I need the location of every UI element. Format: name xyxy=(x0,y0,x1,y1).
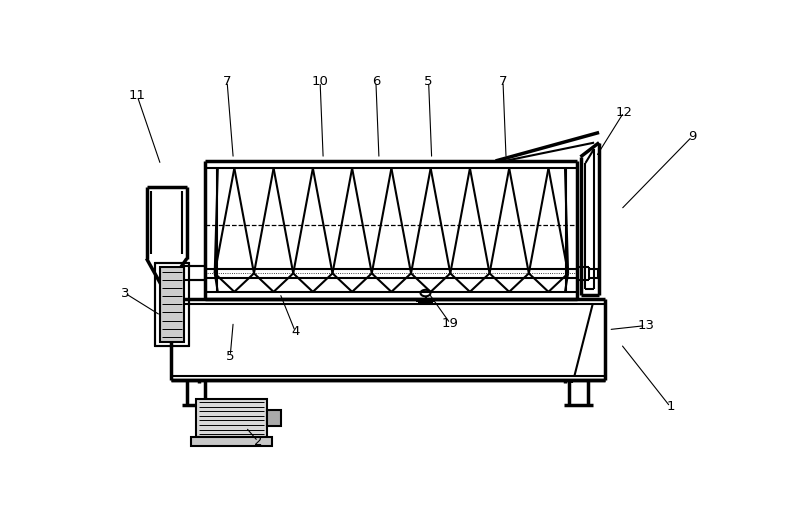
Bar xyxy=(184,266,206,280)
Text: 1: 1 xyxy=(666,400,674,413)
Text: 10: 10 xyxy=(312,75,329,88)
Text: 11: 11 xyxy=(129,89,146,102)
Bar xyxy=(155,262,189,346)
Text: 9: 9 xyxy=(688,130,696,143)
Bar xyxy=(267,410,281,426)
Text: 19: 19 xyxy=(442,317,458,330)
Text: 13: 13 xyxy=(637,319,654,332)
Bar xyxy=(160,267,184,342)
Bar xyxy=(191,437,272,446)
Text: 12: 12 xyxy=(615,106,632,119)
Bar xyxy=(196,399,267,437)
Text: 5: 5 xyxy=(226,350,234,363)
Text: 6: 6 xyxy=(372,75,380,88)
Text: 5: 5 xyxy=(424,75,433,88)
Text: 4: 4 xyxy=(291,325,299,338)
Text: 7: 7 xyxy=(498,75,507,88)
Text: 7: 7 xyxy=(223,75,231,88)
Text: 3: 3 xyxy=(121,287,129,299)
Text: 2: 2 xyxy=(254,435,262,448)
